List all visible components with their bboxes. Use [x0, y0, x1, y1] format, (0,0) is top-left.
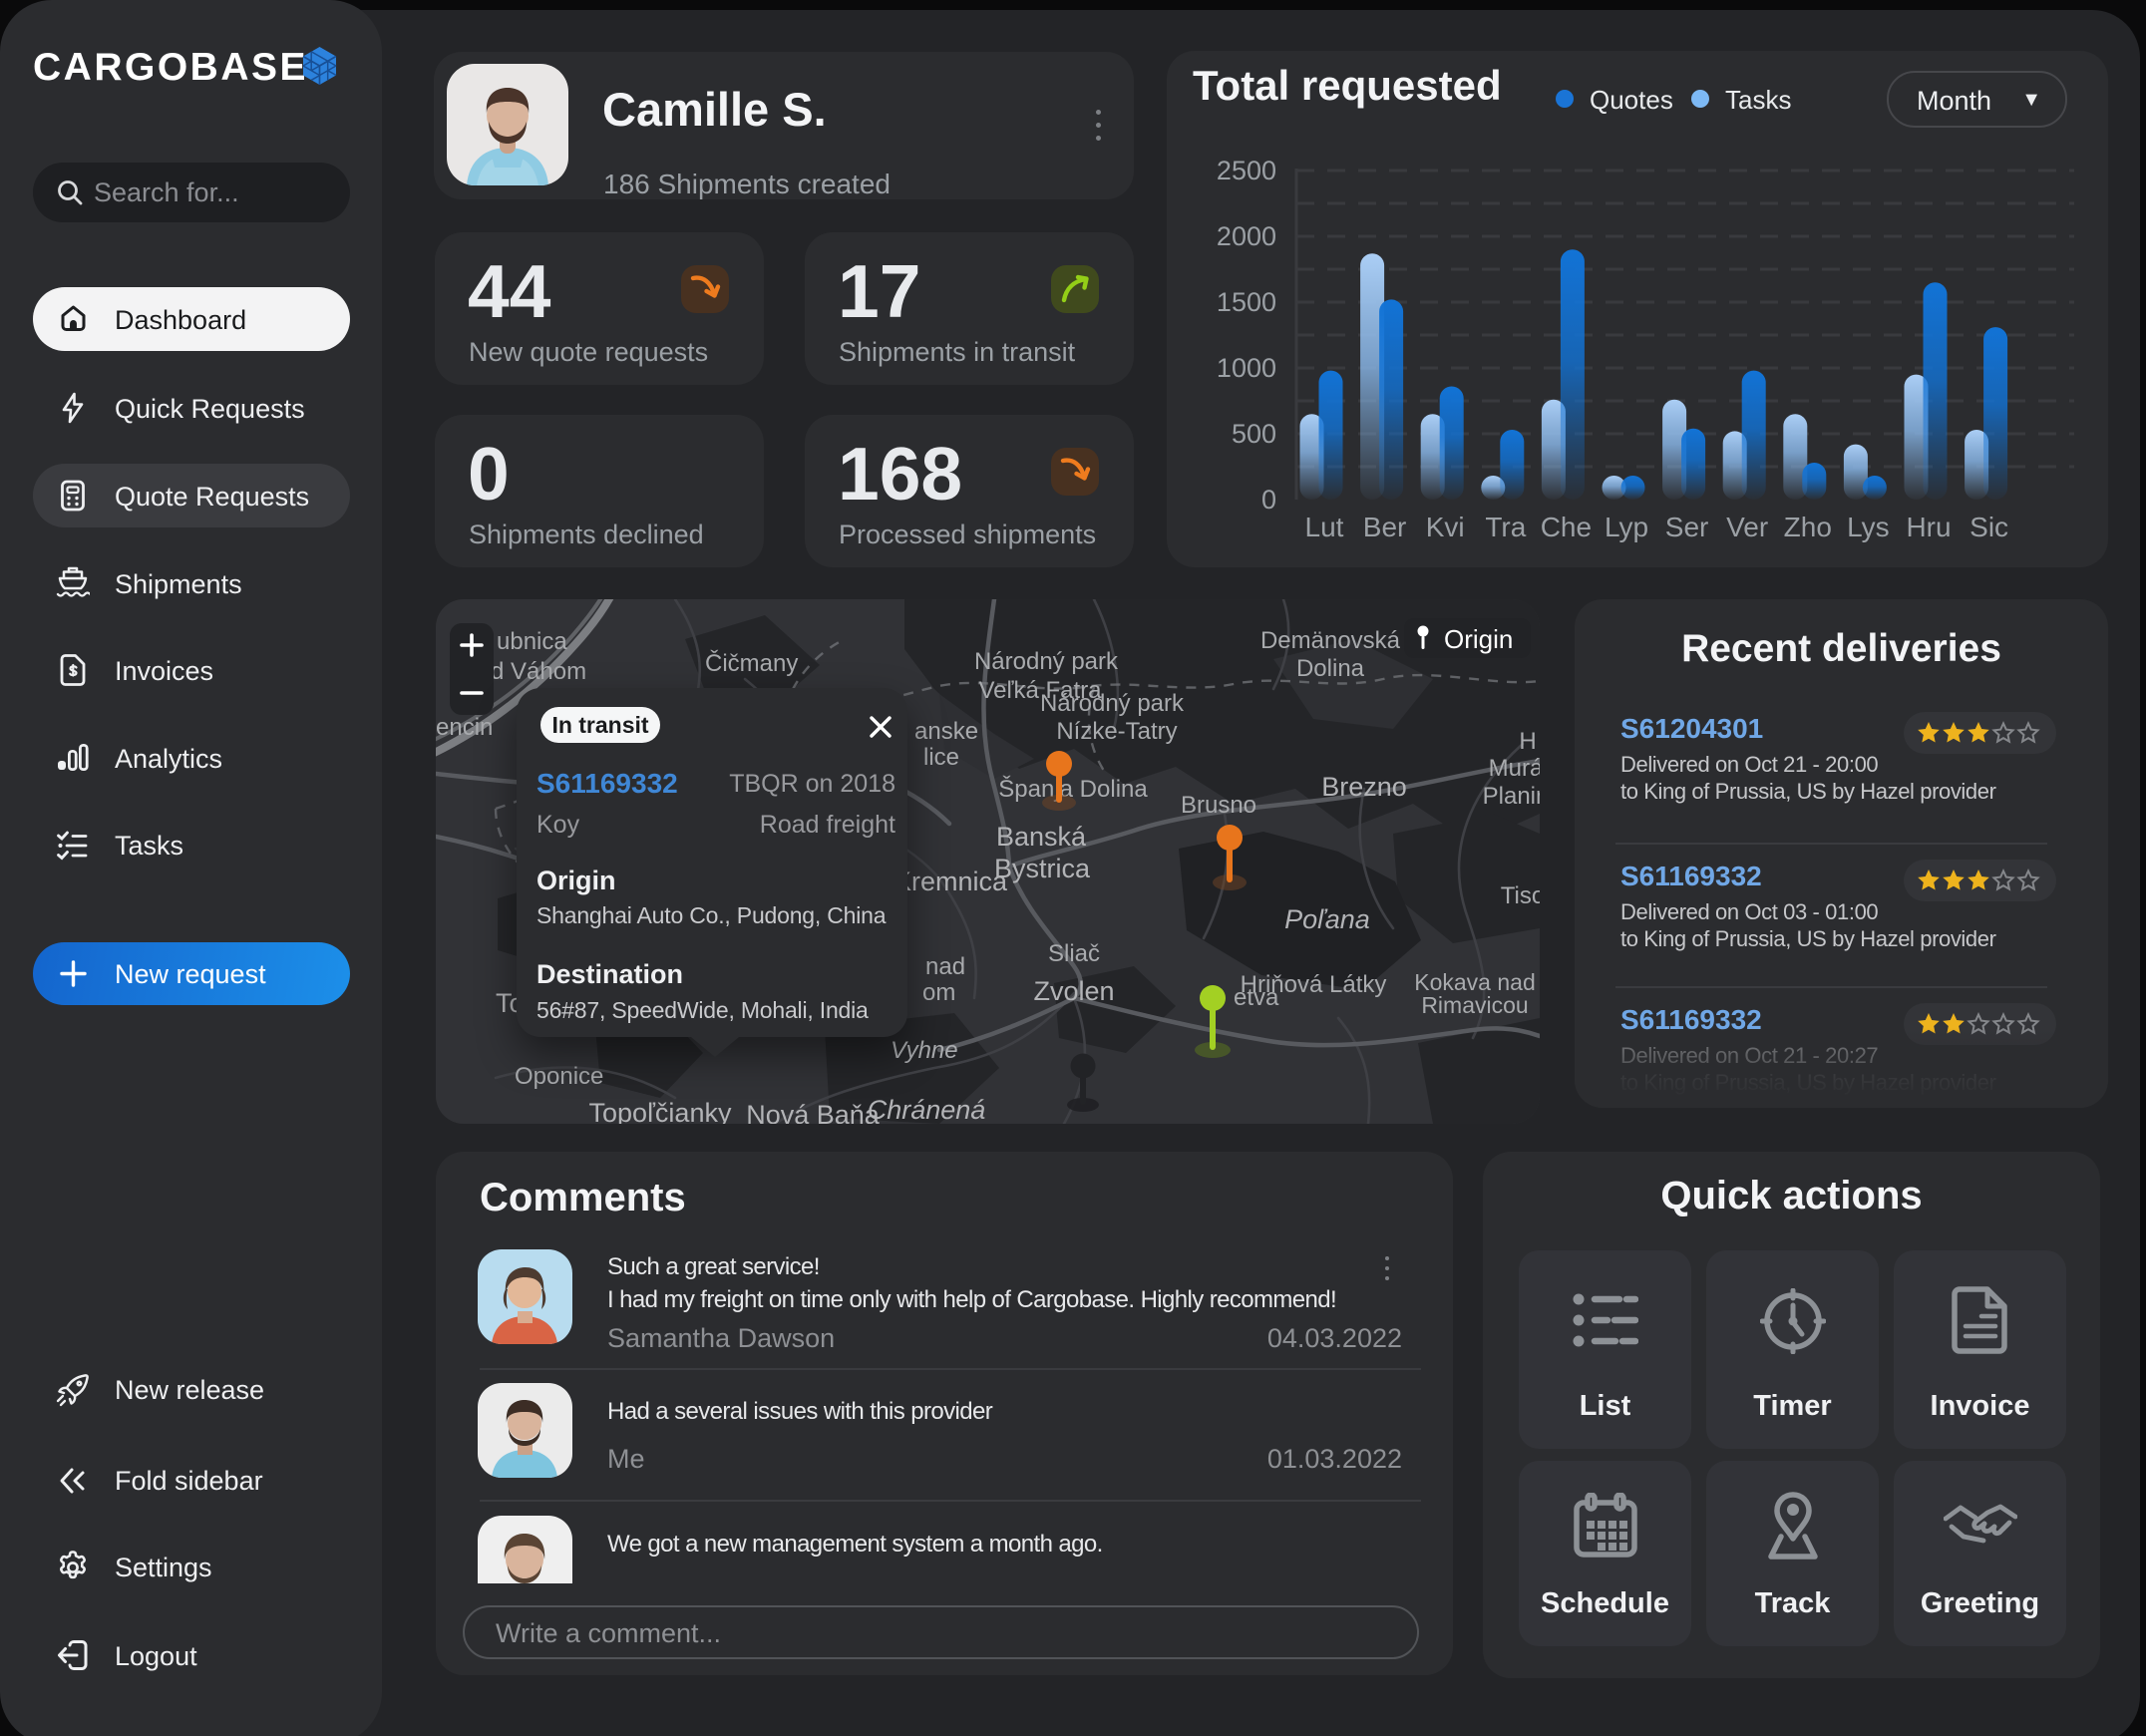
svg-text:Kvi: Kvi [1426, 512, 1465, 542]
svg-text:Hru: Hru [1906, 512, 1951, 542]
svg-text:Kokava nad: Kokava nad [1414, 969, 1535, 995]
svg-text:2500: 2500 [1217, 156, 1276, 185]
svg-text:Brezno: Brezno [1321, 772, 1407, 802]
svg-text:Sic: Sic [1969, 512, 2008, 542]
svg-text:0: 0 [1261, 485, 1276, 515]
svg-text:Planin: Planin [1483, 783, 1540, 810]
svg-text:encin: encin [436, 714, 493, 741]
svg-text:om: om [922, 979, 955, 1006]
svg-text:Sliač: Sliač [1048, 940, 1100, 967]
svg-text:Bystrica: Bystrica [994, 854, 1091, 883]
svg-text:Hriňová Látky: Hriňová Látky [1241, 971, 1387, 998]
svg-text:Rimavicou: Rimavicou [1421, 992, 1528, 1018]
svg-text:Národný park: Národný park [974, 648, 1119, 675]
svg-text:Demänovská: Demänovská [1260, 627, 1401, 654]
svg-text:ubnica: ubnica [497, 628, 567, 655]
svg-text:Ser: Ser [1665, 512, 1709, 542]
svg-text:Národný park: Národný park [1040, 690, 1185, 717]
svg-text:Brusno: Brusno [1181, 792, 1256, 819]
svg-text:Lys: Lys [1847, 512, 1890, 542]
svg-text:Tiso: Tiso [1501, 882, 1540, 909]
svg-text:Čičmany: Čičmany [705, 649, 798, 677]
svg-text:Ber: Ber [1363, 512, 1407, 542]
svg-text:Banská: Banská [996, 822, 1087, 852]
svg-text:Kremnica: Kremnica [894, 867, 1008, 896]
svg-text:Zvolen: Zvolen [1033, 976, 1114, 1006]
svg-text:Nová Baňa: Nová Baňa [746, 1100, 881, 1124]
svg-text:Poľana: Poľana [1284, 904, 1370, 934]
svg-text:Nízke-Tatry: Nízke-Tatry [1056, 718, 1177, 745]
svg-text:Ver: Ver [1726, 512, 1768, 542]
svg-text:Veľká Fatra: Veľká Fatra [978, 677, 1102, 704]
svg-text:Chránená: Chránená [868, 1095, 986, 1124]
svg-text:Španja Dolina: Španja Dolina [998, 775, 1148, 803]
svg-text:etva: etva [1234, 984, 1279, 1011]
svg-text:Lut: Lut [1305, 512, 1344, 542]
svg-text:1000: 1000 [1217, 353, 1276, 383]
svg-text:Murá: Murá [1489, 755, 1540, 782]
svg-text:Zho: Zho [1784, 512, 1832, 542]
svg-text:500: 500 [1232, 419, 1276, 449]
svg-text:Oponice: Oponice [515, 1063, 603, 1090]
svg-text:Dolina: Dolina [1296, 655, 1365, 682]
svg-text:Topoľčianky: Topoľčianky [589, 1098, 732, 1124]
svg-text:d Váhom: d Váhom [491, 658, 586, 685]
svg-text:1500: 1500 [1217, 287, 1276, 317]
svg-text:lice: lice [923, 744, 959, 771]
svg-text:Tra: Tra [1485, 512, 1526, 542]
svg-text:nad: nad [925, 953, 965, 980]
svg-text:2000: 2000 [1217, 221, 1276, 251]
svg-text:Vyhne: Vyhne [891, 1037, 958, 1064]
svg-text:anske: anske [914, 718, 978, 745]
svg-text:Lyp: Lyp [1605, 512, 1648, 542]
svg-text:Che: Che [1541, 512, 1592, 542]
svg-text:H: H [1519, 728, 1536, 755]
